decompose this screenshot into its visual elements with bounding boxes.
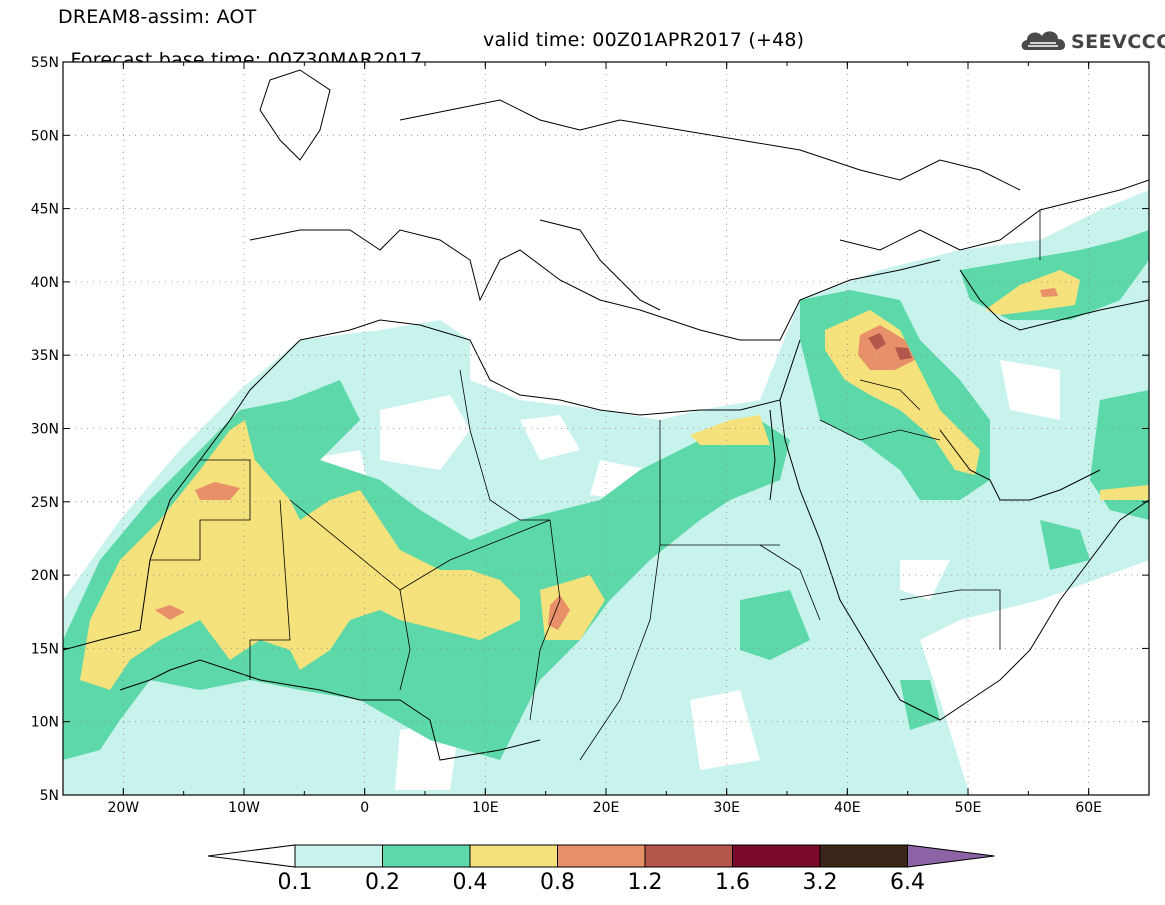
cloud-icon bbox=[1021, 31, 1066, 50]
colorbar-swatch bbox=[557, 844, 646, 868]
longitude-label: 10W bbox=[228, 800, 260, 816]
map-title: DREAM8-assim: AOT bbox=[58, 6, 257, 28]
latitude-label: 45N bbox=[31, 202, 59, 218]
colorbar-swatch bbox=[469, 844, 558, 868]
coastlines bbox=[63, 69, 1149, 761]
longitude-label: 20W bbox=[107, 800, 139, 816]
latitude-label: 40N bbox=[31, 275, 59, 291]
latitude-label: 5N bbox=[40, 788, 59, 804]
colorbar-upper-arrow bbox=[907, 844, 995, 868]
latitude-label: 50N bbox=[31, 128, 59, 144]
colorbar-swatch bbox=[294, 844, 383, 868]
longitude-label: 50E bbox=[955, 800, 982, 816]
colorbar-swatch bbox=[732, 844, 821, 868]
longitude-label: 60E bbox=[1075, 800, 1102, 816]
logo-text: SEEVCCC bbox=[1071, 31, 1165, 53]
seevccc-logo: SEEVCCC bbox=[1018, 24, 1165, 58]
latitude-label: 25N bbox=[31, 495, 59, 511]
colorbar-swatch bbox=[644, 844, 733, 868]
latitude-label: 55N bbox=[31, 55, 59, 71]
latitude-label: 10N bbox=[31, 715, 59, 731]
colorbar-level-label: 6.4 bbox=[890, 870, 925, 895]
latitude-label: 35N bbox=[31, 348, 59, 364]
colorbar-level-label: 1.6 bbox=[715, 870, 750, 895]
colorbar-swatch bbox=[819, 844, 908, 868]
longitude-label: 20E bbox=[593, 800, 620, 816]
colorbar-level-label: 0.4 bbox=[452, 870, 488, 895]
longitude-label: 30E bbox=[713, 800, 740, 816]
latitude-labels: 55N 50N 45N 40N 35N 30N 25N 20N 15N 10N 5N bbox=[31, 55, 59, 804]
colorbar-swatch bbox=[382, 844, 471, 868]
longitude-label: 10E bbox=[472, 800, 499, 816]
axis-ticks bbox=[62, 61, 1150, 796]
colorbar-level-label: 3.2 bbox=[802, 870, 838, 895]
latitude-label: 15N bbox=[31, 641, 59, 657]
latitude-label: 20N bbox=[31, 568, 59, 584]
longitude-labels: 20W 10W 0 10E 20E 30E 40E 50E 60E bbox=[107, 800, 1102, 816]
longitude-label: 0 bbox=[360, 800, 369, 816]
country-borders bbox=[150, 210, 1041, 761]
colorbar-level-label: 0.8 bbox=[540, 870, 575, 895]
valid-time: valid time: 00Z01APR2017 (+48) bbox=[483, 29, 805, 51]
colorbar-level-label: 0.1 bbox=[277, 870, 313, 895]
longitude-label: 40E bbox=[834, 800, 861, 816]
colorbar-level-label: 1.2 bbox=[627, 870, 663, 895]
colorbar bbox=[207, 844, 995, 868]
colorbar-level-label: 0.2 bbox=[365, 870, 400, 895]
colorbar-lower-arrow bbox=[207, 844, 296, 868]
latitude-label: 30N bbox=[31, 422, 59, 438]
